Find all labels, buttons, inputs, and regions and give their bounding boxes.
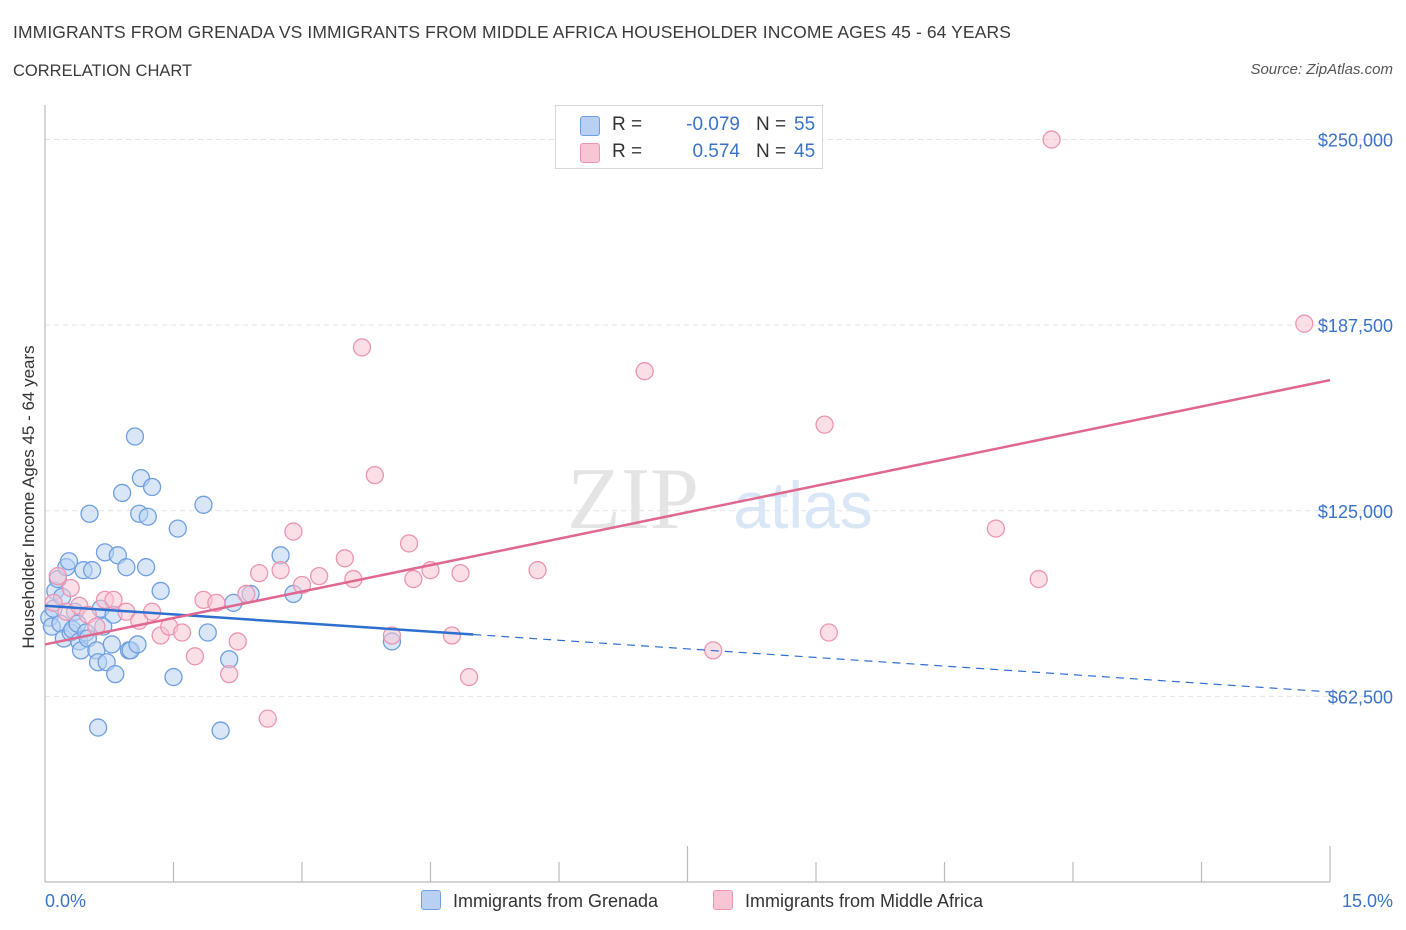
- point-middle-africa: [104, 590, 123, 610]
- watermark: ZIP atlas: [567, 451, 873, 548]
- point-middle-africa: [292, 575, 312, 595]
- point-grenada: [151, 581, 170, 601]
- point-middle-africa: [404, 569, 423, 589]
- point-grenada: [194, 495, 213, 514]
- point-grenada: [168, 519, 187, 538]
- x-tick-max: 15.0%: [1341, 891, 1393, 911]
- series-swatch-grenada: [421, 890, 441, 910]
- point-grenada: [88, 718, 108, 737]
- point-middle-africa: [1029, 569, 1048, 589]
- y-axis-label: Householder Income Ages 45 - 64 years: [19, 345, 38, 649]
- axes: [44, 105, 1331, 883]
- series-legend-middle-africa[interactable]: Immigrants from Middle Africa: [713, 890, 983, 912]
- point-middle-africa: [172, 623, 192, 642]
- point-middle-africa: [1042, 130, 1061, 149]
- trend-line-grenada: [44, 604, 474, 636]
- point-grenada: [136, 558, 156, 577]
- point-middle-africa: [442, 626, 462, 645]
- trend-line-middle-africa: [44, 378, 1331, 646]
- point-middle-africa: [61, 578, 80, 598]
- point-grenada: [125, 427, 145, 446]
- point-grenada: [142, 477, 162, 497]
- trend-line-grenada-extension: [473, 633, 1331, 693]
- x-tick-min: 0.0%: [45, 891, 87, 911]
- y-tick-label: $62,500: [1328, 687, 1393, 707]
- n-value-middle-africa: 45: [794, 141, 816, 162]
- point-middle-africa: [382, 626, 402, 645]
- point-grenada: [112, 483, 132, 503]
- gridlines: [45, 139, 1390, 697]
- series-label-grenada: Immigrants from Grenada: [453, 891, 659, 911]
- r-value-grenada: -0.079: [686, 114, 740, 135]
- y-tick-label: $250,000: [1318, 131, 1393, 151]
- point-middle-africa: [451, 563, 470, 583]
- y-tick-label: $125,000: [1318, 502, 1393, 522]
- point-middle-africa: [986, 519, 1006, 538]
- r-label: R =: [612, 141, 643, 162]
- point-middle-africa: [284, 522, 303, 541]
- point-grenada: [106, 664, 125, 684]
- n-value-grenada: 55: [794, 114, 816, 135]
- point-middle-africa: [237, 584, 256, 604]
- point-middle-africa: [815, 415, 834, 434]
- point-middle-africa: [258, 709, 277, 728]
- chart-title: IMMIGRANTS FROM GRENADA VS IMMIGRANTS FR…: [13, 22, 1011, 42]
- point-middle-africa: [335, 549, 354, 568]
- point-middle-africa: [228, 632, 247, 651]
- point-grenada: [82, 561, 102, 580]
- series-legend-grenada[interactable]: Immigrants from Grenada: [421, 890, 658, 912]
- point-middle-africa: [220, 664, 239, 684]
- point-middle-africa: [271, 561, 290, 580]
- trend-lines: [44, 378, 1331, 693]
- point-middle-africa: [185, 647, 205, 666]
- point-middle-africa: [1295, 314, 1314, 333]
- point-grenada: [211, 721, 230, 740]
- n-label: N =: [756, 141, 787, 162]
- r-label: R =: [612, 114, 643, 135]
- r-value-middle-africa: 0.574: [692, 141, 740, 162]
- chart-subtitle: CORRELATION CHART: [13, 62, 193, 80]
- point-grenada: [117, 558, 136, 577]
- legend-swatch-middle-africa: [580, 143, 600, 163]
- point-grenada: [198, 623, 217, 642]
- point-grenada: [59, 552, 79, 571]
- source-credit: Source: ZipAtlas.com: [1250, 61, 1393, 78]
- point-middle-africa: [48, 566, 67, 586]
- series-label-middle-africa: Immigrants from Middle Africa: [745, 891, 984, 911]
- series-swatch-middle-africa: [713, 890, 733, 910]
- point-middle-africa: [528, 561, 547, 580]
- point-grenada: [80, 504, 99, 523]
- point-middle-africa: [459, 667, 479, 687]
- y-tick-label: $187,500: [1318, 316, 1393, 336]
- point-middle-africa: [365, 465, 384, 485]
- n-label: N =: [756, 114, 787, 135]
- legend-swatch-grenada: [580, 116, 600, 136]
- point-middle-africa: [352, 338, 372, 357]
- y-tick-labels: $62,500 $125,000 $187,500 $250,000: [1318, 131, 1393, 708]
- point-middle-africa: [635, 362, 654, 381]
- point-grenada: [128, 635, 147, 654]
- point-middle-africa: [250, 563, 269, 583]
- point-grenada: [138, 507, 157, 526]
- point-grenada: [102, 635, 121, 654]
- point-middle-africa: [819, 623, 838, 642]
- point-middle-africa: [309, 566, 329, 586]
- stats-legend: R = -0.079 N = 55 R = 0.574 N = 45: [555, 105, 823, 169]
- point-grenada: [164, 667, 183, 687]
- point-middle-africa: [399, 534, 419, 553]
- watermark-atlas: atlas: [733, 468, 872, 542]
